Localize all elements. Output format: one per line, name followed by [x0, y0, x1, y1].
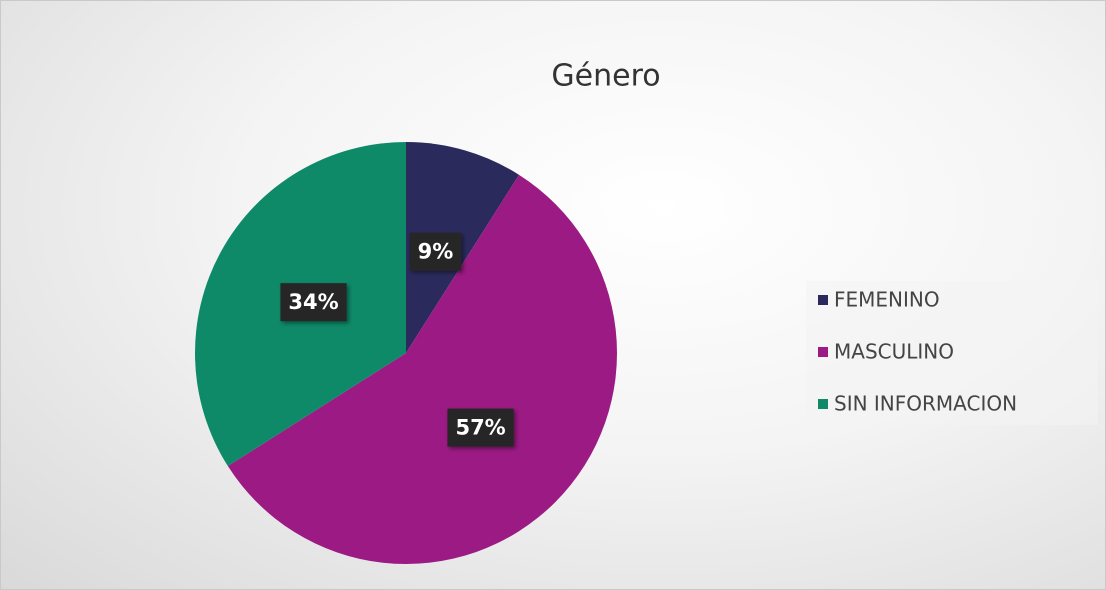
legend-box [806, 281, 1098, 425]
data-label-group: 9% [409, 232, 462, 271]
pie-slice [406, 142, 520, 353]
pie-slice [227, 174, 618, 565]
data-label-group: 57% [447, 408, 514, 447]
legend-swatch [818, 399, 828, 409]
data-label-box [409, 232, 462, 271]
data-label: 57% [455, 416, 505, 440]
chart-title: Género [551, 59, 660, 94]
legend-swatch [818, 295, 828, 305]
data-label-box [447, 408, 514, 447]
legend-label: SIN INFORMACION [834, 392, 1017, 416]
data-label-box [280, 283, 347, 322]
data-label-group: 34% [280, 283, 347, 322]
legend-label: FEMENINO [834, 288, 940, 312]
legend-swatch [818, 347, 828, 357]
data-label: 34% [288, 290, 338, 314]
legend-label: MASCULINO [834, 340, 954, 364]
data-label: 9% [418, 240, 454, 264]
